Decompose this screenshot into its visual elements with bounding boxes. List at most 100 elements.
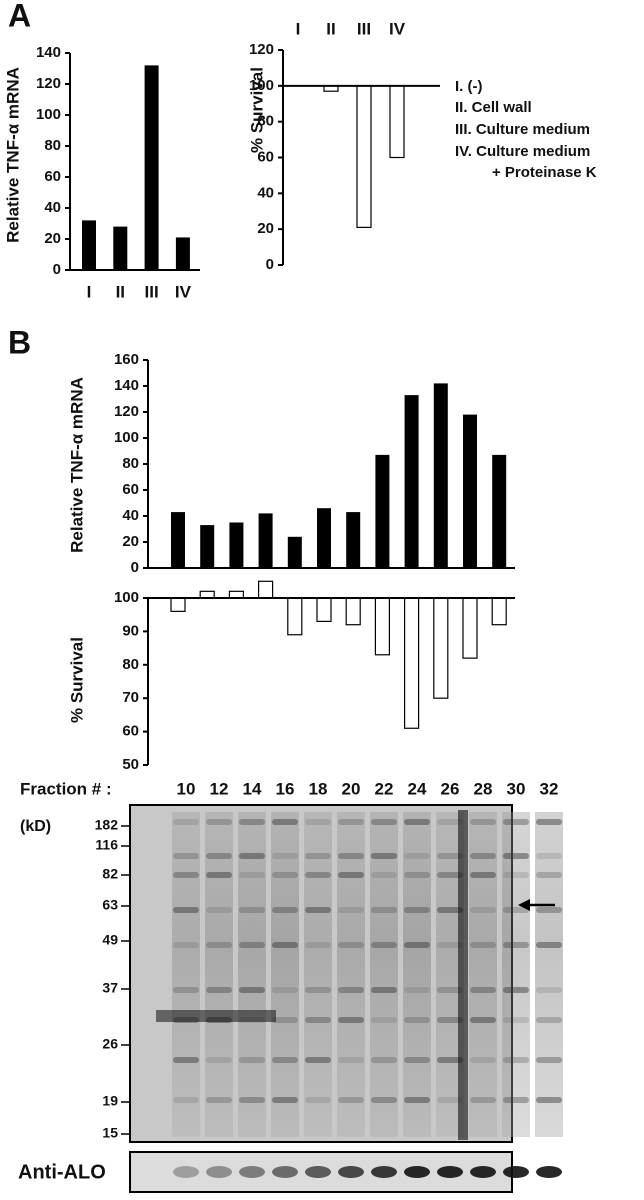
lane xyxy=(469,812,497,1137)
y-tick-label: 100 xyxy=(114,429,139,446)
arrow xyxy=(518,899,555,911)
y-tick-label: 70 xyxy=(122,689,139,706)
y-tick-label: 60 xyxy=(257,148,274,165)
band xyxy=(371,1017,397,1023)
blot-band xyxy=(437,1166,463,1178)
band xyxy=(272,853,298,859)
band xyxy=(305,1017,331,1023)
band xyxy=(371,1057,397,1063)
band xyxy=(156,1010,276,1022)
band xyxy=(503,1017,529,1023)
band xyxy=(503,872,529,878)
band xyxy=(239,907,265,913)
band xyxy=(338,907,364,913)
y-tick-label: 60 xyxy=(44,168,61,185)
y-tick-label: 80 xyxy=(122,656,139,673)
y-tick-label: 20 xyxy=(44,230,61,247)
band xyxy=(536,1017,562,1023)
bar xyxy=(433,383,448,568)
band xyxy=(503,942,529,948)
lane-label: 12 xyxy=(210,779,229,798)
bar xyxy=(375,454,390,568)
bar xyxy=(345,597,361,626)
band xyxy=(206,907,232,913)
lane-label: 14 xyxy=(243,779,262,798)
band xyxy=(437,872,463,878)
blot-label: Anti-ALO xyxy=(18,1161,106,1183)
band xyxy=(338,1097,364,1103)
x-tick-label: III xyxy=(145,282,159,301)
x-tick-label: II xyxy=(116,282,125,301)
y-tick-label: 20 xyxy=(122,533,139,550)
y-axis-label: % Survival xyxy=(247,67,266,153)
bar xyxy=(492,454,507,568)
y-tick-label: 140 xyxy=(114,377,139,394)
band xyxy=(437,853,463,859)
band xyxy=(173,819,199,825)
y-tick-label: 100 xyxy=(249,77,274,94)
band xyxy=(338,987,364,993)
lane xyxy=(238,812,266,1137)
bar xyxy=(316,597,332,622)
band xyxy=(404,819,430,825)
band xyxy=(371,907,397,913)
lane-label: 30 xyxy=(507,779,526,798)
y-tick-label: 0 xyxy=(53,261,61,278)
y-tick-label: 160 xyxy=(114,351,139,368)
band xyxy=(173,1097,199,1103)
band xyxy=(404,1017,430,1023)
x-tick-label: I xyxy=(296,19,301,38)
bar xyxy=(113,226,128,270)
band xyxy=(470,1097,496,1103)
blot-band xyxy=(503,1166,529,1178)
band xyxy=(338,853,364,859)
y-tick-label: 90 xyxy=(122,622,139,639)
legend-text: IV. Culture medium xyxy=(455,143,590,160)
y-tick-label: 0 xyxy=(266,256,274,273)
band xyxy=(272,942,298,948)
bar xyxy=(258,580,274,599)
y-tick-label: 20 xyxy=(257,220,274,237)
band xyxy=(470,907,496,913)
bar xyxy=(389,85,405,159)
band xyxy=(437,1017,463,1023)
band xyxy=(305,1097,331,1103)
band xyxy=(272,1097,298,1103)
band xyxy=(470,987,496,993)
blot-band xyxy=(239,1166,265,1178)
blot-band xyxy=(404,1166,430,1178)
band xyxy=(239,942,265,948)
bar xyxy=(82,220,96,270)
lane-label: 28 xyxy=(474,779,493,798)
marker-label: 26 xyxy=(102,1036,118,1052)
band xyxy=(503,1057,529,1063)
band xyxy=(206,1057,232,1063)
band xyxy=(239,819,265,825)
bar xyxy=(228,590,244,599)
bar xyxy=(356,85,372,228)
blot-band xyxy=(536,1166,562,1178)
band xyxy=(338,819,364,825)
band xyxy=(503,1097,529,1103)
bar xyxy=(229,522,244,568)
band xyxy=(305,907,331,913)
bar xyxy=(170,597,186,612)
y-tick-label: 120 xyxy=(249,41,274,58)
marker-label: 49 xyxy=(102,932,118,948)
band xyxy=(305,987,331,993)
blot-bands xyxy=(173,1166,562,1178)
band xyxy=(338,1017,364,1023)
band xyxy=(503,987,529,993)
band xyxy=(272,1057,298,1063)
marker-label: 15 xyxy=(102,1125,118,1141)
band xyxy=(305,819,331,825)
bar xyxy=(374,597,390,656)
band xyxy=(206,987,232,993)
band xyxy=(272,1017,298,1023)
band xyxy=(371,853,397,859)
band xyxy=(470,1017,496,1023)
y-axis-label: Relative TNF-α mRNA xyxy=(67,377,86,553)
marker-label: 37 xyxy=(102,980,118,996)
band xyxy=(437,1097,463,1103)
lane-label: 32 xyxy=(540,779,559,798)
